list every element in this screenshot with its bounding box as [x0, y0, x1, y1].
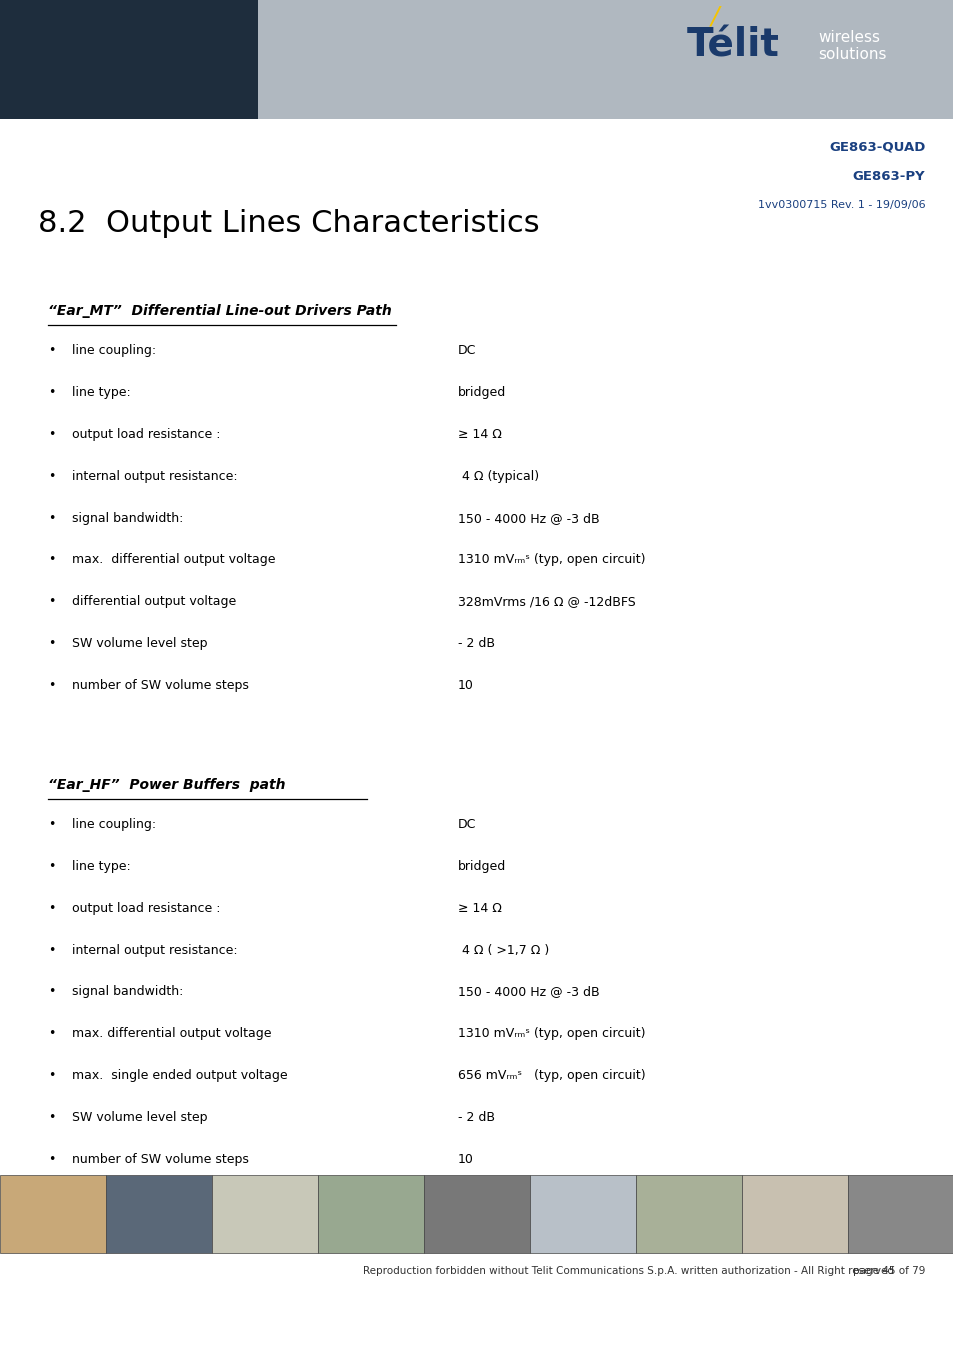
- Text: 1vv0300715 Rev. 1 - 19/09/06: 1vv0300715 Rev. 1 - 19/09/06: [757, 200, 924, 209]
- Text: GE863-QUAD: GE863-QUAD: [828, 140, 924, 154]
- Text: signal bandwidth:: signal bandwidth:: [71, 986, 183, 999]
- Text: 1310 mVᵣₘˢ (typ, open circuit): 1310 mVᵣₘˢ (typ, open circuit): [457, 554, 645, 567]
- Text: 10: 10: [457, 1153, 474, 1166]
- Text: 4 Ω (typical): 4 Ω (typical): [457, 470, 538, 483]
- Text: •: •: [48, 386, 55, 400]
- Text: Reproduction forbidden without Telit Communications S.p.A. written authorization: Reproduction forbidden without Telit Com…: [362, 1266, 893, 1276]
- Text: number of SW volume steps: number of SW volume steps: [71, 1153, 248, 1166]
- Text: 10: 10: [457, 679, 474, 693]
- Text: bridged: bridged: [457, 860, 506, 873]
- Text: 150 - 4000 Hz @ -3 dB: 150 - 4000 Hz @ -3 dB: [457, 986, 598, 999]
- Text: •: •: [48, 344, 55, 358]
- Text: •: •: [48, 1069, 55, 1083]
- FancyBboxPatch shape: [257, 0, 953, 119]
- Text: max. differential output voltage: max. differential output voltage: [71, 1027, 271, 1041]
- Text: 8.2  Output Lines Characteristics: 8.2 Output Lines Characteristics: [38, 209, 539, 238]
- Text: - 2 dB: - 2 dB: [457, 1111, 495, 1125]
- Text: bridged: bridged: [457, 386, 506, 400]
- Text: number of SW volume steps: number of SW volume steps: [71, 679, 248, 693]
- Text: line coupling:: line coupling:: [71, 818, 155, 832]
- Text: line type:: line type:: [71, 860, 131, 873]
- Text: DC: DC: [457, 344, 476, 358]
- Text: •: •: [48, 1153, 55, 1166]
- FancyBboxPatch shape: [847, 1174, 953, 1253]
- Text: •: •: [48, 595, 55, 609]
- Text: •: •: [48, 428, 55, 441]
- Text: 4 Ω ( >1,7 Ω ): 4 Ω ( >1,7 Ω ): [457, 944, 549, 957]
- Text: internal output resistance:: internal output resistance:: [71, 470, 237, 483]
- FancyBboxPatch shape: [741, 1174, 847, 1253]
- Text: wireless
solutions: wireless solutions: [818, 30, 886, 62]
- Text: •: •: [48, 637, 55, 651]
- Text: •: •: [48, 818, 55, 832]
- Text: - 2 dB: - 2 dB: [457, 637, 495, 651]
- FancyBboxPatch shape: [317, 1174, 423, 1253]
- Text: Télit: Télit: [686, 27, 779, 65]
- Text: differential output voltage: differential output voltage: [71, 595, 235, 609]
- Text: •: •: [48, 554, 55, 567]
- Text: page 45 of 79: page 45 of 79: [852, 1266, 924, 1276]
- Text: •: •: [48, 512, 55, 525]
- FancyBboxPatch shape: [0, 0, 257, 119]
- Text: DC: DC: [457, 818, 476, 832]
- Text: •: •: [48, 1111, 55, 1125]
- Text: /: /: [710, 4, 719, 28]
- Text: ≥ 14 Ω: ≥ 14 Ω: [457, 428, 501, 441]
- Text: 656 mVᵣₘˢ   (typ, open circuit): 656 mVᵣₘˢ (typ, open circuit): [457, 1069, 645, 1083]
- Text: 150 - 4000 Hz @ -3 dB: 150 - 4000 Hz @ -3 dB: [457, 512, 598, 525]
- Text: “Ear_HF”  Power Buffers  path: “Ear_HF” Power Buffers path: [48, 778, 285, 791]
- Text: •: •: [48, 944, 55, 957]
- FancyBboxPatch shape: [423, 1174, 530, 1253]
- Text: •: •: [48, 470, 55, 483]
- Text: •: •: [48, 679, 55, 693]
- Text: line type:: line type:: [71, 386, 131, 400]
- FancyBboxPatch shape: [106, 1174, 212, 1253]
- Text: max.  differential output voltage: max. differential output voltage: [71, 554, 274, 567]
- Text: output load resistance :: output load resistance :: [71, 902, 220, 915]
- Text: SW volume level step: SW volume level step: [71, 637, 207, 651]
- FancyBboxPatch shape: [530, 1174, 636, 1253]
- Text: •: •: [48, 986, 55, 999]
- Text: •: •: [48, 860, 55, 873]
- Text: 1310 mVᵣₘˢ (typ, open circuit): 1310 mVᵣₘˢ (typ, open circuit): [457, 1027, 645, 1041]
- Text: output load resistance :: output load resistance :: [71, 428, 220, 441]
- Text: 328mVrms /16 Ω @ -12dBFS: 328mVrms /16 Ω @ -12dBFS: [457, 595, 635, 609]
- Text: line coupling:: line coupling:: [71, 344, 155, 358]
- FancyBboxPatch shape: [0, 1174, 106, 1253]
- Text: •: •: [48, 902, 55, 915]
- FancyBboxPatch shape: [212, 1174, 317, 1253]
- Text: SW volume level step: SW volume level step: [71, 1111, 207, 1125]
- Text: “Ear_MT”  Differential Line-out Drivers Path: “Ear_MT” Differential Line-out Drivers P…: [48, 304, 391, 317]
- Text: •: •: [48, 1027, 55, 1041]
- FancyBboxPatch shape: [636, 1174, 741, 1253]
- Text: max.  single ended output voltage: max. single ended output voltage: [71, 1069, 287, 1083]
- Text: internal output resistance:: internal output resistance:: [71, 944, 237, 957]
- Text: GE863-PY: GE863-PY: [852, 170, 924, 184]
- Text: signal bandwidth:: signal bandwidth:: [71, 512, 183, 525]
- Text: ≥ 14 Ω: ≥ 14 Ω: [457, 902, 501, 915]
